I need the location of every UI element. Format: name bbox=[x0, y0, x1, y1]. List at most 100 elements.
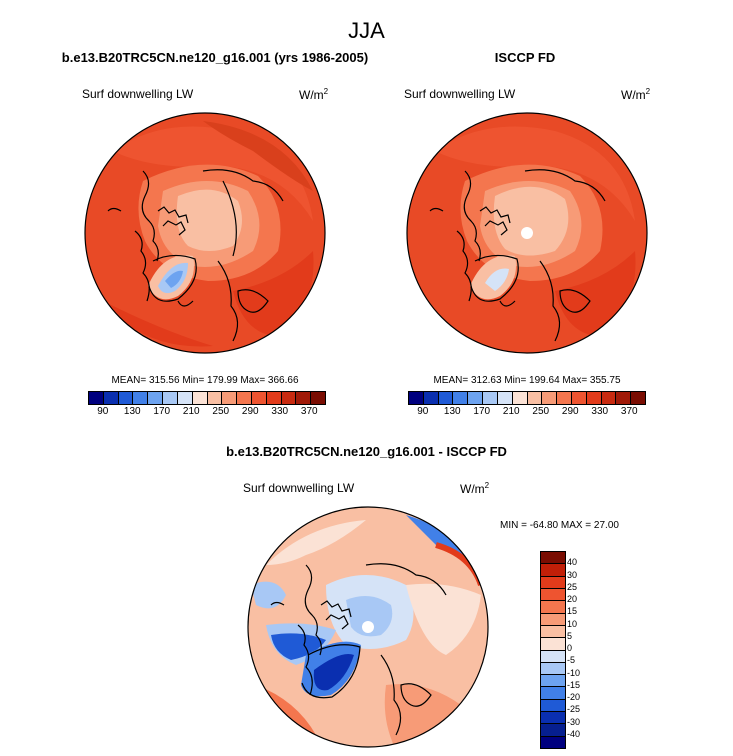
colorbar-swatch bbox=[148, 392, 164, 404]
figure-title: JJA bbox=[348, 18, 385, 43]
obs-polar-map bbox=[406, 112, 648, 354]
diff-panel-title: b.e13.B20TRC5CN.ne120_g16.001 - ISCCP FD bbox=[226, 444, 507, 459]
colorbar-swatch bbox=[89, 392, 104, 404]
colorbar-swatch bbox=[266, 392, 282, 404]
colorbar-tick-label: 250 bbox=[532, 406, 550, 417]
colorbar-swatch bbox=[512, 392, 528, 404]
colorbar-swatch bbox=[207, 392, 223, 404]
colorbar-swatch bbox=[409, 392, 424, 404]
colorbar-tick-label: 330 bbox=[591, 406, 609, 417]
colorbar-swatch bbox=[541, 576, 565, 589]
model-colorbar-labels: 90 130 170 210 250 290 330 370 bbox=[88, 406, 324, 420]
colorbar-swatch bbox=[483, 392, 498, 404]
colorbar-tick-label: 210 bbox=[502, 406, 520, 417]
colorbar-tick-label: -10 bbox=[567, 667, 581, 678]
colorbar-swatch bbox=[541, 625, 565, 639]
colorbar-swatch bbox=[571, 392, 587, 404]
colorbar-tick-label: 170 bbox=[153, 406, 171, 417]
model-colorbar bbox=[88, 391, 326, 405]
colorbar-swatch bbox=[163, 392, 178, 404]
diff-unit-label: W/m2 bbox=[460, 481, 490, 496]
obs-stats: MEAN= 312.63 Min= 199.64 Max= 355.75 bbox=[433, 375, 621, 386]
colorbar-tick-label: -15 bbox=[567, 679, 581, 690]
colorbar-tick-label: 20 bbox=[567, 594, 578, 604]
colorbar-swatch bbox=[423, 392, 439, 404]
colorbar-swatch bbox=[541, 712, 565, 725]
colorbar-tick-label: 40 bbox=[567, 557, 578, 568]
colorbar-swatch bbox=[177, 392, 193, 404]
obs-unit-label: W/m2 bbox=[621, 87, 651, 102]
colorbar-tick-label: 0 bbox=[567, 643, 573, 653]
model-panel-title: b.e13.B20TRC5CN.ne120_g16.001 (yrs 1986-… bbox=[61, 50, 369, 65]
colorbar-tick-label: 250 bbox=[212, 406, 230, 417]
model-polar-map bbox=[84, 112, 326, 354]
colorbar-tick-label: 15 bbox=[567, 606, 578, 617]
colorbar-swatch bbox=[541, 687, 565, 700]
obs-panel-title: ISCCP FD bbox=[494, 50, 556, 65]
colorbar-swatch bbox=[541, 675, 565, 688]
model-unit-label: W/m2 bbox=[299, 87, 329, 102]
colorbar-swatch bbox=[616, 392, 632, 404]
colorbar-swatch bbox=[541, 613, 565, 626]
obs-colorbar bbox=[408, 391, 646, 405]
diff-polar-map bbox=[247, 506, 489, 748]
colorbar-swatch bbox=[631, 392, 645, 404]
colorbar-swatch bbox=[251, 392, 267, 404]
colorbar-swatch bbox=[438, 392, 454, 404]
colorbar-tick-label: 5 bbox=[567, 630, 573, 641]
model-stats: MEAN= 315.56 Min= 179.99 Max= 366.66 bbox=[111, 375, 299, 386]
colorbar-swatch bbox=[237, 392, 252, 404]
colorbar-swatch bbox=[541, 650, 565, 663]
colorbar-swatch bbox=[541, 601, 565, 614]
colorbar-swatch bbox=[497, 392, 513, 404]
colorbar-tick-label: -25 bbox=[567, 704, 581, 715]
colorbar-swatch bbox=[281, 392, 297, 404]
colorbar-tick-label: 210 bbox=[182, 406, 200, 417]
colorbar-swatch bbox=[118, 392, 134, 404]
obs-variable-label: Surf downwelling LW bbox=[404, 87, 516, 101]
colorbar-swatch bbox=[541, 662, 565, 676]
model-variable-label: Surf downwelling LW bbox=[82, 87, 194, 101]
colorbar-swatch bbox=[541, 588, 565, 602]
colorbar-swatch bbox=[133, 392, 149, 404]
colorbar-tick-label: 10 bbox=[567, 618, 578, 629]
colorbar-tick-label: 170 bbox=[473, 406, 491, 417]
colorbar-swatch bbox=[541, 736, 565, 748]
diff-stats: MIN = -64.80 MAX = 27.00 bbox=[500, 520, 619, 531]
colorbar-tick-label: 330 bbox=[271, 406, 289, 417]
colorbar-swatch bbox=[541, 724, 565, 737]
colorbar-swatch bbox=[541, 638, 565, 651]
colorbar-tick-label: -20 bbox=[567, 692, 581, 702]
diff-variable-label: Surf downwelling LW bbox=[243, 481, 355, 495]
colorbar-swatch bbox=[296, 392, 312, 404]
colorbar-tick-label: 370 bbox=[300, 406, 318, 417]
colorbar-tick-label: 290 bbox=[241, 406, 259, 417]
diff-colorbar-labels: 40 30 25 20 15 10 5 0 -5 -10 -15 -20 -25 -30 -40 bbox=[567, 551, 607, 747]
colorbar-swatch bbox=[541, 552, 565, 565]
colorbar-tick-label: 90 bbox=[417, 406, 429, 417]
colorbar-swatch bbox=[311, 392, 325, 404]
colorbar-tick-label: -40 bbox=[567, 728, 581, 739]
colorbar-swatch bbox=[527, 392, 543, 404]
colorbar-swatch bbox=[468, 392, 484, 404]
colorbar-swatch bbox=[586, 392, 602, 404]
colorbar-tick-label: 130 bbox=[123, 406, 141, 417]
colorbar-tick-label: 25 bbox=[567, 581, 578, 592]
colorbar-swatch bbox=[541, 564, 565, 577]
colorbar-tick-label: 130 bbox=[443, 406, 461, 417]
colorbar-tick-label: -5 bbox=[567, 655, 576, 666]
colorbar-swatch bbox=[541, 699, 565, 713]
colorbar-swatch bbox=[103, 392, 119, 404]
colorbar-swatch bbox=[453, 392, 469, 404]
colorbar-tick-label: 370 bbox=[620, 406, 638, 417]
colorbar-swatch bbox=[192, 392, 208, 404]
colorbar-tick-label: 90 bbox=[97, 406, 109, 417]
colorbar-swatch bbox=[601, 392, 617, 404]
colorbar-tick-label: 290 bbox=[561, 406, 579, 417]
colorbar-swatch bbox=[557, 392, 572, 404]
colorbar-tick-label: -30 bbox=[567, 716, 581, 727]
diff-colorbar bbox=[540, 551, 566, 749]
colorbar-tick-label: 30 bbox=[567, 569, 578, 580]
obs-colorbar-labels: 90 130 170 210 250 290 330 370 bbox=[408, 406, 644, 420]
colorbar-swatch bbox=[222, 392, 238, 404]
